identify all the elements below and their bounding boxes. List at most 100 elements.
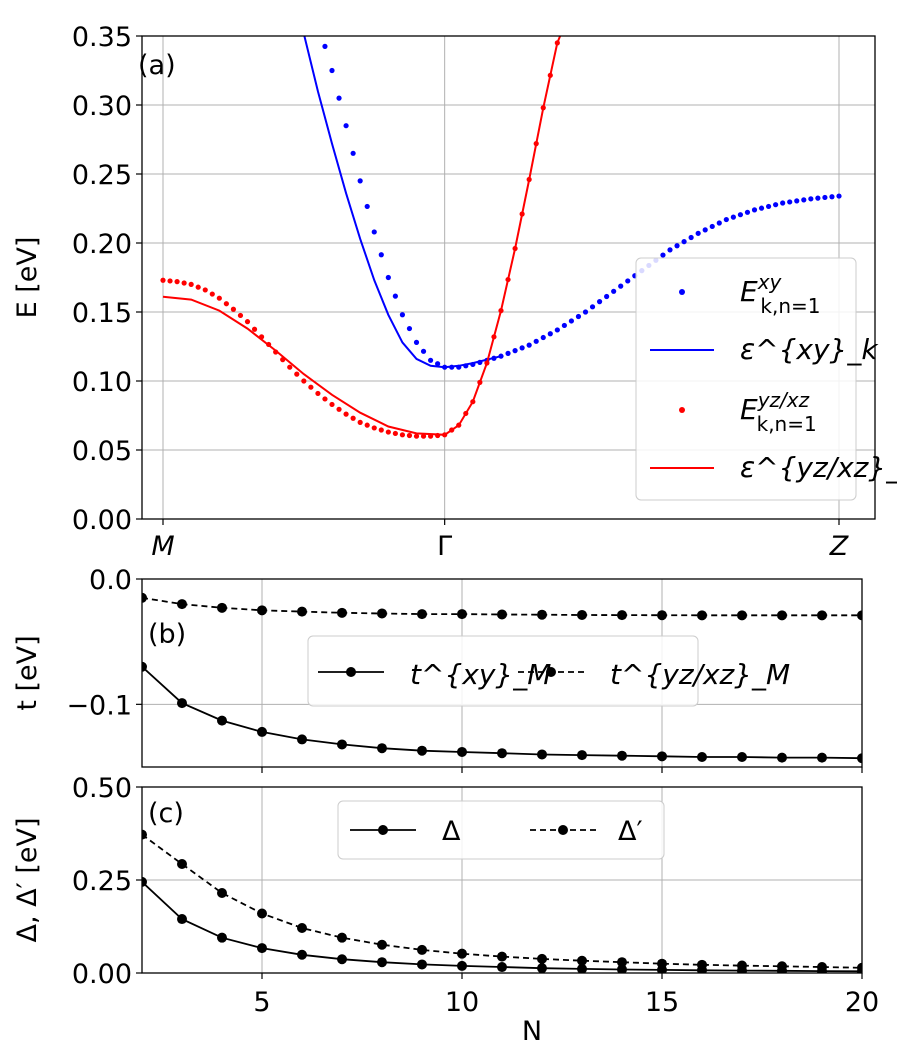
series-point-0 [611, 288, 617, 294]
series-point-0 [537, 963, 547, 973]
series-point-1 [497, 609, 507, 620]
series-point-0 [526, 342, 532, 348]
series-point-0 [177, 914, 187, 925]
series-point-1 [257, 605, 267, 616]
series-point-2 [223, 301, 229, 307]
series-point-2 [336, 406, 342, 412]
series-point-2 [174, 279, 180, 285]
series-point-2 [216, 295, 222, 301]
series-point-0 [758, 205, 765, 211]
series-point-1 [737, 610, 747, 621]
x-tick-label: 10 [445, 987, 479, 1018]
series-point-0 [371, 229, 377, 235]
series-point-0 [392, 293, 398, 299]
y-tick-label: 0.35 [72, 22, 132, 53]
series-point-2 [188, 281, 194, 287]
y-tick-label: 0.15 [72, 298, 132, 329]
series-group [142, 592, 862, 764]
series-point-0 [625, 278, 631, 284]
legend: Δ Δ′ [337, 800, 665, 860]
series-point-0 [667, 247, 673, 253]
series-point-1 [697, 959, 707, 970]
series-point-2 [364, 422, 370, 428]
series-point-1 [777, 610, 787, 621]
series-point-1 [457, 609, 467, 620]
series-point-0 [808, 196, 814, 202]
legend-label-1: Δ′ [618, 816, 643, 847]
series-line-1 [303, 36, 502, 369]
series-point-0 [702, 227, 708, 233]
legend-marker-0 [346, 667, 356, 677]
y-tick-label: 0.00 [72, 959, 132, 990]
series-point-0 [364, 203, 370, 210]
series-point-1 [417, 944, 427, 955]
legend-box [337, 800, 665, 860]
series-point-2 [308, 384, 314, 390]
series-point-1 [577, 955, 587, 966]
series-point-2 [343, 411, 349, 417]
series-point-0 [497, 962, 507, 973]
series-point-0 [406, 325, 413, 332]
series-point-0 [765, 203, 772, 210]
series-point-0 [497, 748, 507, 759]
legend-label-0: t^{xy}_M [410, 658, 551, 691]
series-point-0 [773, 202, 779, 208]
series-point-1 [177, 599, 187, 610]
series-point-0 [378, 252, 384, 258]
series-point-0 [337, 954, 347, 965]
series-point-1 [657, 958, 667, 969]
series-point-0 [357, 178, 363, 184]
panel-c: 5 10 15 20 0.00 0.25 0.50 (c) Δ, Δ′ [eV] N Δ Δ′ [12, 773, 879, 1046]
series-point-0 [617, 750, 627, 761]
series-point-2 [244, 319, 251, 325]
series-point-0 [737, 212, 744, 218]
series-point-2 [301, 378, 307, 384]
legend-box [635, 257, 857, 501]
legend-marker-2 [679, 407, 685, 413]
legend: t^{xy}_M t^{yz/xz}_M [307, 635, 790, 707]
y-tick-label: 0.20 [72, 229, 132, 260]
series-point-0 [716, 220, 722, 226]
series-point-0 [801, 197, 807, 203]
series-point-0 [660, 252, 666, 258]
series-point-0 [657, 751, 667, 762]
legend-marker-1 [546, 667, 556, 677]
legend-label-1: t^{yz/xz}_M [610, 658, 790, 691]
series-point-0 [589, 304, 596, 310]
series-point-0 [695, 230, 701, 236]
series-point-1 [337, 607, 347, 618]
series-point-0 [257, 943, 267, 954]
panel-b: 0.0 −0.1 (b) t [eV] t^{xy}_M t^{yz/xz}_M [12, 565, 863, 773]
panel-a: 0.00 0.05 0.10 0.15 0.20 0.25 0.30 0.35 M Γ Z (a) E … [12, 22, 897, 562]
series-point-0 [751, 207, 758, 213]
series-point-2 [181, 280, 187, 286]
series-point-0 [457, 746, 467, 757]
y-tick-label: 0.0 [89, 565, 132, 596]
series-point-0 [582, 309, 589, 315]
series-point-2 [287, 364, 293, 370]
series-point-0 [417, 959, 427, 970]
series-point-1 [177, 859, 187, 870]
series-point-0 [815, 195, 821, 201]
series-point-0 [596, 299, 603, 305]
series-point-0 [457, 960, 467, 971]
series-point-0 [540, 334, 546, 341]
series-point-1 [577, 609, 587, 620]
series-point-0 [257, 726, 267, 737]
series-point-0 [857, 753, 862, 764]
legend-label-0: Exy k,n=1 [740, 270, 820, 318]
series-point-2 [237, 312, 244, 319]
series-point-1 [297, 922, 307, 933]
series-point-1 [377, 939, 387, 950]
x-tick-label: M [151, 531, 174, 562]
series-point-0 [780, 200, 786, 206]
plot-frame [141, 35, 876, 520]
series-point-0 [177, 698, 187, 709]
series-point-0 [217, 932, 227, 943]
series-point-0 [329, 67, 335, 74]
series-point-2 [399, 432, 406, 438]
series-group [142, 829, 862, 973]
series-point-2 [209, 291, 215, 297]
plot-frame [141, 786, 863, 974]
series-point-2 [406, 432, 413, 439]
